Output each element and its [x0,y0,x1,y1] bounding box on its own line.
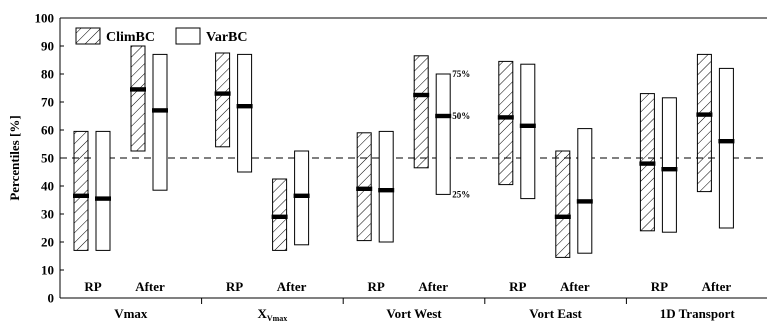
median-bar [356,186,373,191]
median-bar [519,123,536,128]
box-climbc-g3-after [555,150,571,258]
median-bar [73,193,89,198]
subcategory-label: RP [84,279,101,294]
box-varbc-g4-after [718,67,734,229]
y-tick-label: 100 [35,11,55,26]
median-bar [271,214,288,219]
subcategory-label: After [702,279,732,294]
box-varbc-g4-rp [661,97,677,233]
box-varbc-g3-rp [520,63,536,200]
y-tick-label: 50 [41,151,54,166]
median-bar [576,199,593,204]
legend-swatch-climbc [75,27,101,45]
y-tick-label: 30 [41,207,54,222]
percentile-annotation: 50% [452,111,470,121]
percentile-annotation: 75% [452,69,470,79]
box-varbc-g2-after [435,73,451,195]
subcategory-label: After [418,279,448,294]
y-tick-label: 20 [41,235,54,250]
box-climbc-g0-rp [73,130,89,251]
subcategory-label: RP [509,279,526,294]
subcategory-label: After [277,279,307,294]
y-tick-label: 0 [48,291,55,306]
median-bar [214,91,231,96]
box-varbc-g3-after [577,128,593,254]
percentile-annotation: 25% [452,189,470,199]
median-bar [497,115,514,120]
median-bar [413,92,430,98]
y-tick-label: 70 [41,95,54,110]
subcategory-label: RP [368,279,385,294]
box-climbc-g1-rp [215,52,231,148]
y-tick-label: 90 [41,39,54,54]
group-label: Vort East [529,306,582,321]
subcategory-label: After [560,279,590,294]
box-varbc-g1-rp [237,53,253,173]
median-bar [718,139,735,144]
box-climbc-g4-after [696,53,712,193]
legend-label-varbc: VarBC [206,30,248,45]
median-bar [293,193,310,198]
box-climbc-g0-after [130,45,146,152]
median-bar [661,167,678,172]
median-bar [639,161,656,166]
box-varbc-g2-rp [378,130,394,243]
box-climbc-g3-rp [498,60,514,186]
y-tick-label: 40 [41,179,54,194]
subcategory-label: RP [226,279,243,294]
y-tick-label: 60 [41,123,54,138]
median-bar [378,188,395,193]
y-tick-label: 10 [41,263,54,278]
median-bar [152,108,168,113]
median-bar [554,214,571,219]
group-label: Vmax [114,306,148,321]
y-axis-title: Percentiles [%] [7,115,22,200]
median-bar [236,104,253,109]
box-varbc-g0-rp [95,130,111,251]
box-climbc-g2-after [413,55,429,169]
group-label: XVmax [257,306,287,323]
group-label: Vort West [386,306,442,321]
median-bar [95,196,111,201]
median-bar [696,112,713,117]
legend-label-climbc: ClimBC [106,30,155,45]
box-varbc-g0-after [152,53,168,191]
subcategory-label: RP [651,279,668,294]
y-tick-label: 80 [41,67,54,82]
group-label: 1D Transport [660,306,736,321]
median-bar [130,87,146,92]
subcategory-label: After [135,279,165,294]
legend-swatch-varbc [175,27,201,45]
median-bar [435,113,452,119]
